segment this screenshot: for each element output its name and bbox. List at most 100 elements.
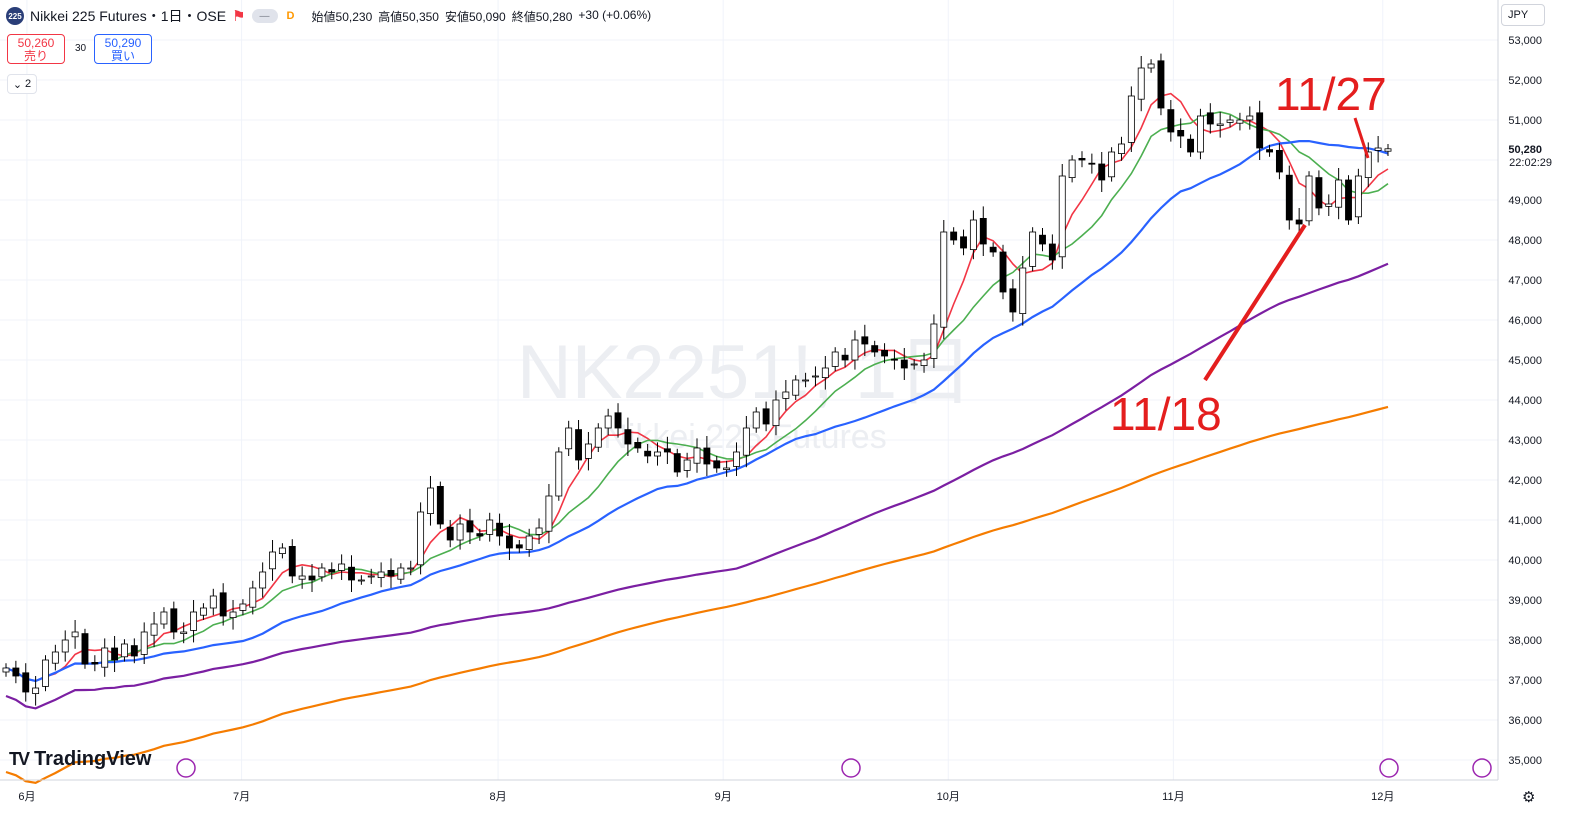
candle-body — [387, 570, 395, 577]
candle-body — [436, 485, 444, 525]
candle-body — [1295, 219, 1303, 225]
candle-body — [1374, 147, 1382, 151]
candle-body — [1009, 288, 1017, 313]
tradingview-logo[interactable]: TV TradingView — [9, 748, 151, 771]
candle-body — [979, 217, 987, 245]
sell-button[interactable]: 50,260 売り — [7, 34, 65, 64]
high-value: 50,350 — [402, 9, 439, 24]
gear-icon[interactable]: ⚙ — [1522, 789, 1536, 806]
candle-body — [308, 575, 316, 581]
candle-body — [1384, 148, 1392, 152]
candle-body — [1078, 157, 1086, 161]
candle-body — [673, 453, 681, 473]
candle-body — [288, 546, 296, 577]
candle-body — [821, 367, 829, 379]
candle-body — [190, 611, 197, 631]
event-marker-icon — [176, 758, 196, 778]
candle-body — [121, 643, 128, 658]
candle-body — [1354, 175, 1362, 218]
time-tick-label: 7月 — [233, 791, 250, 803]
buy-button[interactable]: 50,290 買い — [94, 34, 152, 64]
candle-body — [871, 345, 879, 353]
candle-body — [989, 246, 997, 253]
candle-body — [683, 459, 691, 471]
candle-body — [851, 339, 859, 361]
candle-body — [535, 527, 543, 535]
candle-body — [1088, 162, 1096, 165]
candle-body — [584, 443, 592, 459]
price-tick-label: 47,000 — [1508, 275, 1542, 287]
price-tick-label: 45,000 — [1508, 355, 1542, 367]
candle-body — [476, 533, 484, 537]
candle-body — [594, 427, 602, 448]
symbol-title[interactable]: Nikkei 225 Futures・1日・OSE — [30, 8, 227, 24]
candle-body — [604, 415, 612, 429]
candle-body — [1364, 151, 1372, 179]
candle-body — [1039, 234, 1046, 245]
toggle-icon[interactable]: — — [251, 9, 278, 23]
candle-body — [1236, 119, 1244, 124]
candle-body — [920, 359, 928, 366]
ma-line-200 — [5, 405, 1389, 784]
candle-body — [782, 391, 790, 399]
candle-body — [555, 451, 563, 497]
candle-body — [802, 379, 810, 382]
candle-body — [377, 571, 385, 578]
candle-body — [397, 567, 405, 580]
candle-body — [969, 219, 977, 251]
price-tick-label: 37,000 — [1508, 675, 1542, 687]
candle-body — [111, 647, 119, 661]
candle-body — [841, 354, 849, 361]
candle-body — [81, 633, 89, 665]
candle-body — [525, 535, 533, 550]
indicators-toggle[interactable]: ⌄ 2 — [7, 74, 37, 94]
close-value: 50,280 — [535, 9, 573, 24]
candle-body — [298, 575, 306, 580]
currency-selector[interactable]: JPY — [1501, 4, 1545, 26]
candle-body — [1325, 203, 1333, 207]
candle-body — [51, 651, 59, 664]
candle-body — [940, 231, 948, 328]
candle-body — [1275, 149, 1283, 173]
symbol-badge[interactable]: 225 — [6, 7, 24, 25]
open-value: 50,230 — [335, 9, 373, 24]
candle-body — [1246, 115, 1254, 121]
delay-badge[interactable]: D — [286, 10, 295, 22]
candle-body — [199, 607, 207, 616]
candle-body — [890, 358, 898, 361]
candle-body — [427, 487, 434, 515]
candle-body — [249, 587, 257, 608]
ma-line-75 — [5, 262, 1389, 710]
candle-body — [900, 359, 908, 369]
candle-body — [229, 611, 237, 618]
candle-body — [1048, 243, 1056, 261]
price-tick-label: 49,000 — [1508, 195, 1542, 207]
spread-value: 30 — [75, 43, 87, 54]
buy-label: 買い — [110, 49, 135, 63]
brand-label: TradingView — [34, 748, 152, 770]
countdown-label: 22:02:29 — [1509, 157, 1552, 169]
candle-body — [91, 662, 99, 665]
candle-body — [1285, 174, 1293, 221]
candle-body — [1068, 159, 1076, 179]
candle-body — [42, 659, 49, 687]
candle-body — [792, 379, 800, 396]
annotation-arrow — [1353, 117, 1370, 159]
candle-body — [1266, 149, 1273, 153]
candle-body — [180, 631, 188, 635]
candle-body — [1197, 115, 1204, 153]
buy-price: 50,290 — [104, 36, 142, 50]
candle-body — [71, 631, 79, 638]
flag-icon[interactable]: ⚑ — [232, 8, 246, 25]
candle-body — [150, 623, 158, 636]
candle-body — [999, 251, 1007, 293]
time-axis: 6月 7月 8月 9月 10月 11月 12月 — [0, 758, 1498, 803]
candle-body — [614, 412, 622, 429]
annotation-11-18: 11/18 — [1110, 388, 1222, 440]
candle-body — [1305, 175, 1313, 222]
chart-grid — [0, 0, 1498, 780]
candle-body — [1147, 63, 1155, 69]
candle-body — [456, 523, 464, 541]
candle-body — [545, 495, 553, 532]
